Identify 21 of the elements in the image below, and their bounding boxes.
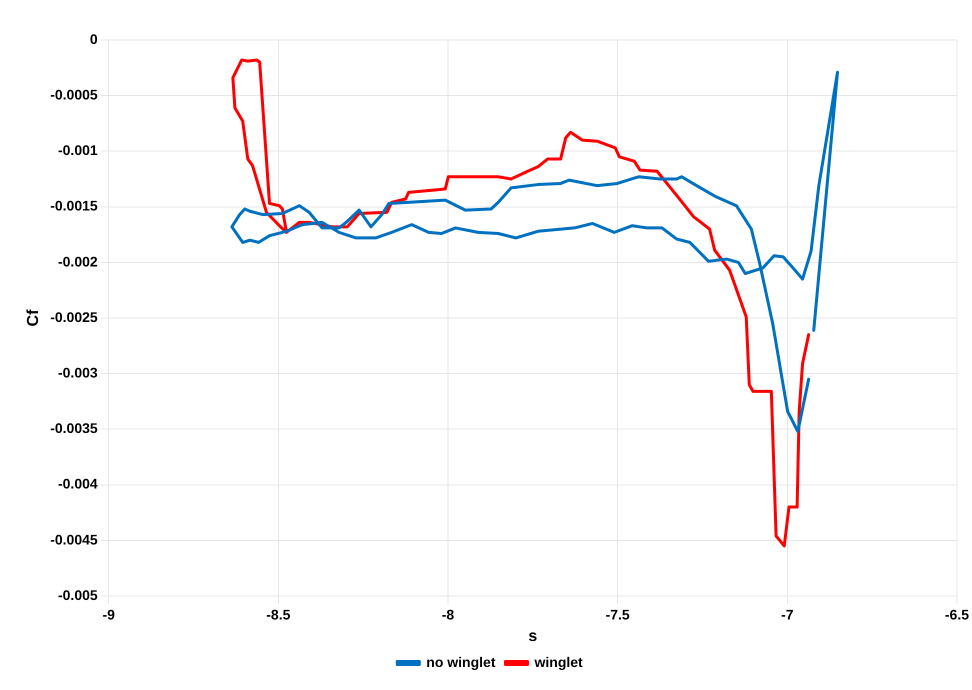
y-tick-label: -0.002 [58,253,98,270]
y-tick-label: -0.0005 [50,86,98,102]
y-tick-label: -0.005 [58,586,98,603]
x-tick-label: -8.5 [266,606,291,622]
x-tick-label: -7 [781,606,794,622]
y-tick-label: -0.004 [58,476,98,492]
x-tick-label: -6.5 [944,606,970,622]
x-tick-label: -7.5 [606,606,630,622]
y-axis-title: Cf [25,308,42,326]
legend-label: winglet [533,654,584,670]
x-tick-label: -9 [102,606,116,622]
y-tick-label: -0.003 [58,364,98,380]
x-axis-title: s [528,628,538,645]
y-tick-label: 0 [90,30,98,47]
y-tick-label: -0.0015 [50,198,98,214]
y-tick-label: -0.0035 [50,420,98,436]
y-tick-label: -0.0045 [50,531,98,548]
legend-label: no winglet [426,654,496,670]
y-tick-label: -0.0025 [50,308,98,325]
y-tick-label: -0.001 [58,142,98,158]
x-tick-label: -8 [442,606,454,622]
